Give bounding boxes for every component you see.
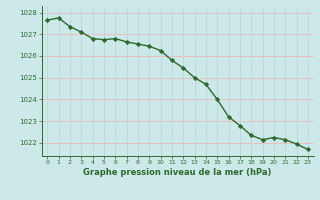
- X-axis label: Graphe pression niveau de la mer (hPa): Graphe pression niveau de la mer (hPa): [84, 168, 272, 177]
